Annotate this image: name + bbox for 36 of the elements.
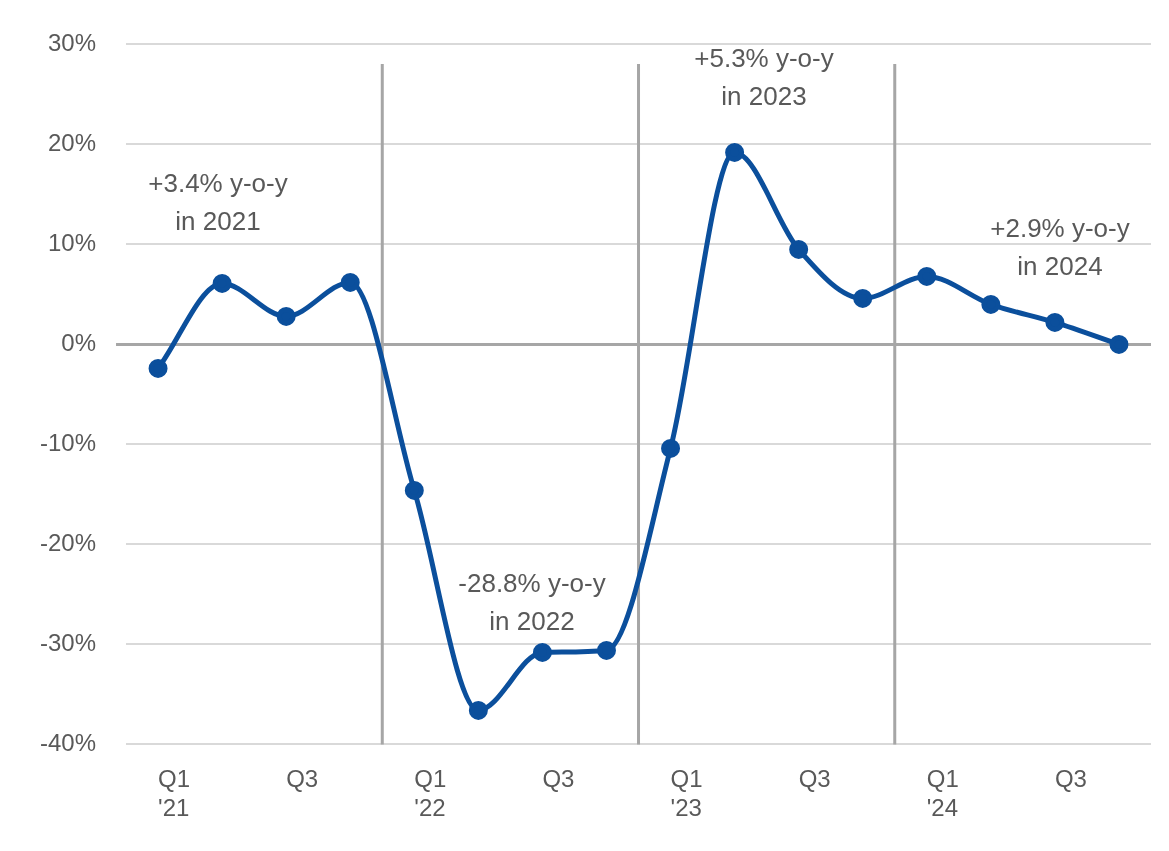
- y-tick-label: 30%: [47, 29, 97, 57]
- annotation: -28.8% y-o-y in 2022: [458, 568, 606, 637]
- point: [917, 266, 937, 286]
- x-tick-label: Q1 '24: [926, 765, 959, 822]
- point: [725, 142, 745, 162]
- y-tick-label: 10%: [47, 229, 97, 257]
- annotation: +3.4% y-o-y in 2021: [148, 168, 288, 237]
- annotation: +2.9% y-o-y in 2024: [990, 213, 1130, 282]
- point: [789, 239, 809, 259]
- point: [468, 700, 488, 720]
- point: [532, 642, 552, 662]
- point: [148, 358, 168, 378]
- x-tick-label: Q1 '23: [670, 765, 703, 822]
- point: [276, 306, 296, 326]
- point: [340, 272, 360, 292]
- y-tick-label: 0%: [61, 329, 97, 357]
- x-tick-label: Q3: [542, 765, 575, 793]
- x-tick-label: Q3: [1054, 765, 1087, 793]
- point: [404, 480, 424, 500]
- x-tick-label: Q3: [798, 765, 831, 793]
- point: [981, 294, 1001, 314]
- y-tick-label: -40%: [40, 729, 97, 757]
- point: [661, 438, 681, 458]
- y-tick-label: 20%: [47, 129, 97, 157]
- point: [1045, 312, 1065, 332]
- y-tick-label: -30%: [40, 629, 97, 657]
- point: [1109, 334, 1129, 354]
- y-tick-label: -20%: [40, 529, 97, 557]
- x-tick-label: Q1 '22: [414, 765, 447, 822]
- x-tick-label: Q3: [286, 765, 319, 793]
- x-tick-label: Q1 '21: [158, 765, 191, 822]
- point: [596, 640, 616, 660]
- point: [853, 288, 873, 308]
- annotation: +5.3% y-o-y in 2023: [694, 43, 834, 112]
- y-tick-label: -10%: [40, 429, 97, 457]
- point: [212, 273, 232, 293]
